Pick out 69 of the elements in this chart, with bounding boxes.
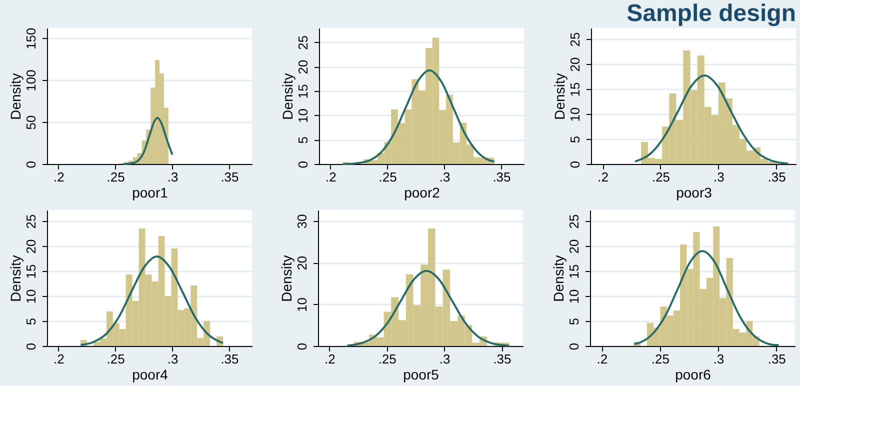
x-tick-label: .3 (167, 352, 178, 366)
x-tick-label: .25 (106, 170, 125, 184)
x-tick-label: .25 (106, 352, 125, 366)
y-axis-title: Density (280, 73, 296, 120)
x-tick-label: .35 (768, 170, 786, 184)
y-tick-label: 5 (24, 318, 38, 326)
x-tick-label: .2 (53, 170, 64, 184)
y-tick-label: 15 (24, 264, 38, 279)
x-tick-label: .25 (378, 170, 397, 184)
y-tick-label: 10 (568, 107, 582, 122)
y-tick-label: 0 (296, 160, 310, 168)
y-tick-label: 15 (566, 264, 582, 279)
y-tick-label: 0 (294, 342, 310, 350)
y-tick-label: 10 (24, 289, 38, 304)
x-tick-label: .3 (439, 352, 450, 366)
y-tick-label: 20 (568, 57, 582, 72)
x-axis-title: poor3 (676, 184, 712, 200)
y-tick-label: 30 (294, 214, 310, 229)
y-tick-label: 0 (24, 160, 38, 168)
y-tick-label: 10 (294, 298, 310, 312)
x-axis-title: poor1 (132, 184, 168, 200)
x-tick-label: .2 (598, 170, 609, 184)
x-tick-label: .25 (378, 352, 396, 366)
x-tick-label: .3 (167, 170, 178, 184)
y-tick-label: 25 (566, 214, 582, 229)
x-tick-label: .35 (220, 170, 239, 184)
y-tick-label: 25 (296, 35, 310, 50)
x-tick-label: .2 (596, 352, 608, 366)
x-tick-label: .25 (652, 170, 670, 184)
x-tick-label: .3 (439, 170, 450, 184)
y-tick-label: 50 (24, 115, 38, 130)
y-tick-label: 15 (296, 84, 310, 99)
y-tick-label: 10 (566, 289, 582, 304)
y-tick-label: 0 (568, 160, 582, 168)
y-tick-label: 15 (568, 82, 582, 97)
x-tick-label: .35 (493, 352, 512, 366)
y-tick-label: 20 (296, 60, 310, 74)
y-tick-label: 10 (296, 108, 310, 123)
y-tick-label: 20 (294, 256, 310, 270)
y-axis-title: Density (550, 255, 566, 302)
y-tick-label: 20 (566, 239, 582, 254)
x-tick-label: .35 (492, 170, 511, 184)
x-axis-title: poor2 (404, 184, 440, 200)
x-axis-title: poor5 (403, 366, 440, 382)
y-axis-title: Density (8, 255, 24, 302)
x-tick-label: .2 (325, 170, 336, 184)
y-axis-title: Density (278, 255, 294, 302)
x-tick-label: .2 (53, 352, 64, 366)
x-tick-label: .2 (324, 352, 336, 366)
y-tick-label: 150 (24, 28, 38, 50)
x-tick-label: .3 (713, 352, 724, 366)
y-axis-title: Density (8, 73, 24, 120)
x-tick-label: .3 (713, 170, 724, 184)
x-tick-label: .25 (651, 352, 670, 366)
x-tick-label: .35 (220, 352, 239, 366)
y-tick-label: 0 (566, 342, 582, 350)
y-tick-label: 25 (24, 214, 38, 229)
y-tick-label: 25 (568, 32, 582, 47)
y-axis-title: Density (552, 73, 568, 120)
x-axis-title: poor4 (132, 366, 168, 382)
y-tick-label: 5 (566, 318, 582, 326)
y-tick-label: 100 (24, 70, 38, 92)
y-tick-label: 5 (568, 136, 582, 144)
y-tick-label: 0 (24, 342, 38, 350)
chart-title: Sample design (626, 0, 796, 27)
x-axis-title: poor6 (675, 366, 712, 382)
x-tick-label: .35 (768, 352, 786, 366)
y-tick-label: 5 (296, 136, 310, 144)
y-tick-label: 20 (24, 239, 38, 254)
